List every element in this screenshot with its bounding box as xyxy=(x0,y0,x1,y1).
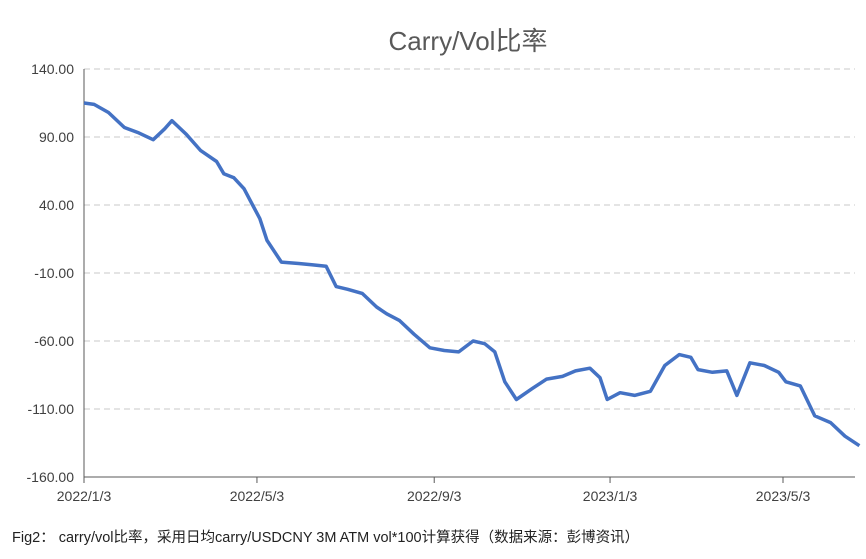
figure-caption: Fig2： carry/vol比率，采用日均carry/USDCNY 3M AT… xyxy=(12,530,640,546)
y-tick-label: 140.00 xyxy=(31,61,74,77)
x-tick-label: 2022/9/3 xyxy=(407,488,462,504)
chart-title: Carry/Vol比率 xyxy=(389,26,548,56)
y-tick-label: -160.00 xyxy=(27,469,75,485)
y-tick-label: 40.00 xyxy=(39,197,74,213)
chart: Carry/Vol比率 140.00 90.00 40.00 -10.00 -60.00… xyxy=(27,26,861,504)
x-axis-ticks: 2022/1/3 2022/5/3 2022/9/3 2023/1/3 2023/5/3 xyxy=(57,477,811,504)
series-line xyxy=(83,101,861,448)
y-tick-label: -10.00 xyxy=(34,265,74,281)
y-tick-label: 90.00 xyxy=(39,129,74,145)
y-tick-label: -110.00 xyxy=(28,401,75,417)
x-tick-label: 2023/1/3 xyxy=(583,488,638,504)
x-tick-label: 2022/1/3 xyxy=(57,488,112,504)
y-tick-label: -60.00 xyxy=(34,333,74,349)
x-tick-label: 2023/5/3 xyxy=(756,488,811,504)
y-axis-ticks: 140.00 90.00 40.00 -10.00 -60.00 -110.00 -160.… xyxy=(27,61,75,485)
x-tick-label: 2022/5/3 xyxy=(230,488,285,504)
grid xyxy=(84,68,855,410)
